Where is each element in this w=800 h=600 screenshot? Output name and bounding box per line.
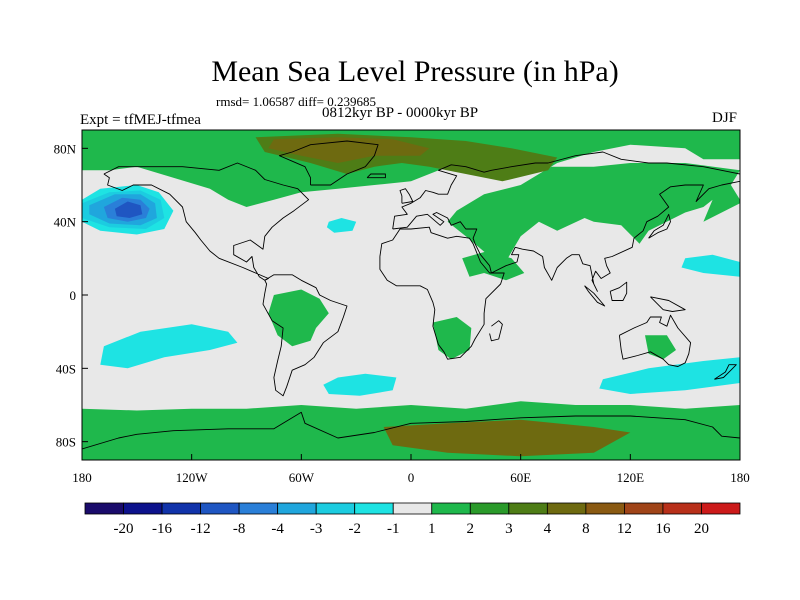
coastline-australia xyxy=(618,314,692,367)
y-axis: 80N 40N 0 40S 80S xyxy=(54,141,88,450)
colorbar-swatch xyxy=(701,502,741,515)
colorbar-swatch xyxy=(354,502,394,515)
colorbar-swatch xyxy=(123,502,163,515)
x-tick-label: 60E xyxy=(510,470,531,485)
coastline-new-guinea xyxy=(650,296,686,312)
colorbar-label: 16 xyxy=(655,521,671,537)
region-aleutian-low-core xyxy=(114,201,143,218)
colorbar-label: -1 xyxy=(387,521,400,537)
y-tick-label: 80S xyxy=(56,435,76,450)
x-tick-label: 120W xyxy=(176,470,209,485)
colorbar-label: 2 xyxy=(467,521,475,537)
x-tick-label: 180 xyxy=(72,470,92,485)
colorbar-label: 20 xyxy=(694,521,709,537)
region-south-america-positive xyxy=(268,289,329,347)
colorbar-swatch xyxy=(469,502,510,515)
colorbar-label: 8 xyxy=(582,521,590,537)
region-south-indian-low xyxy=(599,357,740,394)
region-antarctic-high xyxy=(383,419,631,457)
region-greenland-high-inner xyxy=(268,137,430,163)
anomaly-regions xyxy=(82,130,740,460)
colorbar: -20 -16 -12 -8 -4 -3 -2 -1 1 2 3 4 8 12 16 20 xyxy=(84,502,741,537)
map-title: Mean Sea Level Pressure (in hPa) xyxy=(211,55,619,88)
coastline-north-america xyxy=(103,162,310,281)
colorbar-label: 12 xyxy=(617,521,632,537)
colorbar-swatch xyxy=(238,502,279,515)
colorbar-swatch xyxy=(84,502,124,515)
colorbar-swatch xyxy=(624,502,664,515)
colorbar-label: -16 xyxy=(152,521,172,537)
colorbar-swatch xyxy=(392,502,433,515)
y-tick-label: 40S xyxy=(56,361,76,376)
x-tick-label: 180 xyxy=(730,470,750,485)
colorbar-swatch xyxy=(161,502,201,515)
x-axis: 180 120W 60W 0 60E 120E 180 xyxy=(72,454,750,485)
colorbar-label: 3 xyxy=(505,521,513,537)
x-tick-label: 120E xyxy=(617,470,645,485)
colorbar-label: -12 xyxy=(191,521,211,537)
colorbar-swatch xyxy=(277,502,317,515)
coastline-madagascar xyxy=(489,320,503,342)
colorbar-swatch xyxy=(546,502,587,515)
region-arctic-positive xyxy=(82,130,740,268)
colorbar-label: -2 xyxy=(348,521,361,537)
coastline-south-america xyxy=(262,274,348,397)
colorbar-label: -8 xyxy=(233,521,246,537)
y-tick-label: 40N xyxy=(54,215,77,230)
coastline-indonesia-borneo xyxy=(609,281,628,301)
region-south-pacific-low xyxy=(100,324,238,369)
coastline-antarctica xyxy=(82,411,740,450)
colorbar-label: 1 xyxy=(428,521,436,537)
stats-text: rmsd= 1.06587 diff= 0.239685 xyxy=(216,94,376,109)
coastline-sumatra xyxy=(584,285,606,307)
region-north-atlantic-low xyxy=(326,218,357,233)
region-south-africa-positive xyxy=(432,317,472,360)
coastline-new-zealand xyxy=(714,364,737,380)
colorbar-swatch xyxy=(315,502,356,515)
colorbar-swatch xyxy=(431,502,471,515)
x-tick-label: 60W xyxy=(289,470,315,485)
y-tick-label: 80N xyxy=(54,141,77,156)
season-label: DJF xyxy=(712,110,738,126)
coastline-africa xyxy=(379,226,505,360)
colorbar-swatch xyxy=(508,502,548,515)
coastline-british-isles xyxy=(399,188,414,204)
region-tasman-low xyxy=(681,254,740,277)
region-arabia-positive xyxy=(462,251,525,281)
colorbar-label: -3 xyxy=(310,521,323,537)
colorbar-label: -4 xyxy=(271,521,284,537)
coastline-eurasia xyxy=(392,151,740,292)
coastlines xyxy=(82,140,740,450)
colorbar-label: 4 xyxy=(544,521,552,537)
coastline-iceland xyxy=(366,173,386,179)
colorbar-swatch xyxy=(585,502,625,515)
period-label: 0812kyr BP - 0000kyr BP xyxy=(322,105,479,121)
colorbar-swatch xyxy=(200,502,240,515)
region-south-atlantic-low xyxy=(323,373,397,396)
experiment-label: Expt = tfMEJ-tfmea xyxy=(80,112,201,128)
x-tick-label: 0 xyxy=(408,470,415,485)
y-tick-label: 0 xyxy=(70,288,77,303)
coastline-greenland xyxy=(278,140,379,186)
coastline-japan xyxy=(648,213,671,239)
colorbar-swatch xyxy=(662,502,702,515)
colorbar-label: -20 xyxy=(114,521,134,537)
